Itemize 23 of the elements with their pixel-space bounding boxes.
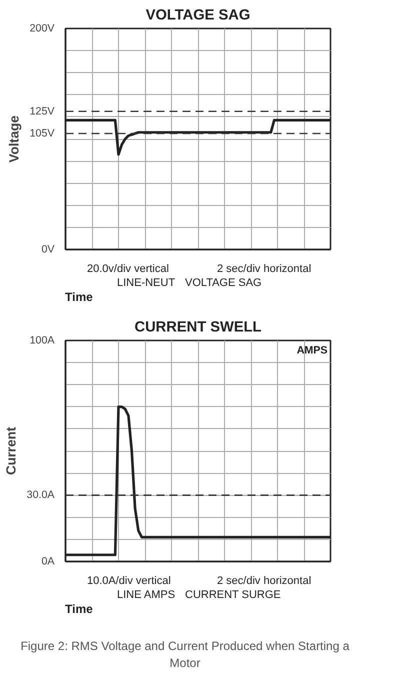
y-tick-label: 0A: [41, 556, 56, 568]
annotation: AMPS: [296, 344, 328, 356]
y-tick-label: 200V: [30, 22, 56, 34]
text: 2 sec/div horizontal: [217, 262, 312, 276]
y-tick-label: 0V: [41, 244, 56, 256]
y-tick-label: 30.0A: [26, 489, 56, 502]
text: 10.0A/div vertical: [87, 574, 171, 588]
caption: Figure 2: RMS Voltage and Current Produced when Starting a Motor: [20, 638, 350, 672]
chart-title: VOLTAGE SAG: [146, 8, 250, 24]
text: LINE-NEUT: [117, 276, 176, 290]
text: LINE AMPS: [117, 588, 176, 602]
y-axis-title: Current: [4, 426, 19, 476]
text: CURRENT SURGE: [185, 588, 281, 602]
y-axis-title: Voltage: [6, 115, 22, 163]
text: VOLTAGE SAG: [185, 276, 262, 290]
y-tick-label: 105V: [30, 127, 56, 140]
x-axis-title: Time: [64, 290, 93, 304]
y-tick-label: 100A: [30, 334, 56, 346]
chart-title: CURRENT SWELL: [134, 320, 262, 336]
text: 2 sec/div horizontal: [217, 574, 312, 588]
y-tick-label: 125V: [30, 105, 56, 118]
text: 20.0v/div vertical: [87, 262, 169, 276]
x-axis-title: Time: [64, 602, 93, 616]
